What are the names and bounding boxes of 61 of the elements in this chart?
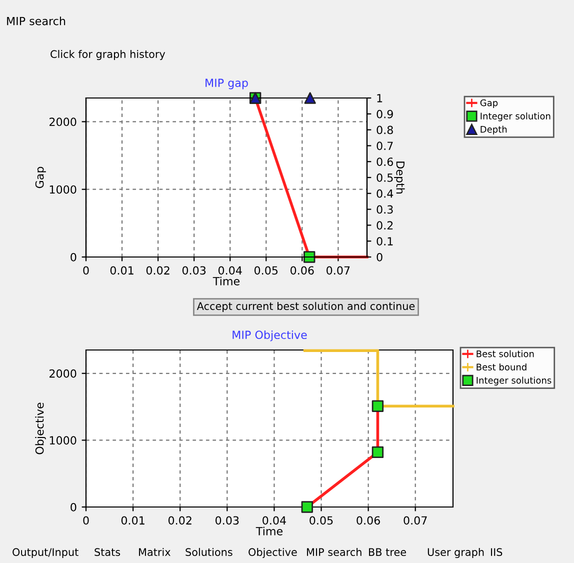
- y2-tick-label: 0.3: [376, 205, 393, 214]
- y2-tick-label: 0.2: [376, 221, 393, 230]
- x-axis-title: Time: [256, 526, 282, 536]
- y2-tick-label: 0.7: [376, 142, 393, 150]
- y2-tick-label: 0.9: [376, 110, 393, 118]
- y2-tick-label: 1: [377, 94, 382, 102]
- x-tick-label: 0.07: [326, 266, 350, 275]
- x-tick-label: 0.04: [218, 266, 242, 275]
- x-tick-label: 0.05: [254, 266, 278, 275]
- legend-label: Gap: [480, 99, 498, 108]
- chart-title: MIP gap: [206, 78, 248, 90]
- y-tick-label: 2000: [50, 369, 76, 378]
- point: [301, 501, 313, 513]
- x-tick-label: 0.01: [110, 266, 134, 275]
- y-axis-title: Gap: [35, 166, 46, 188]
- x-tick-label: 0.02: [168, 516, 192, 525]
- chart-title: MIP Objective: [232, 330, 307, 342]
- x-tick-label: 0: [83, 516, 89, 525]
- text: Click for graph history: [50, 50, 166, 60]
- y2-tick-label: 0: [376, 252, 382, 262]
- y-tick-label: 0: [70, 502, 76, 512]
- text: User graph: [428, 548, 484, 558]
- x-tick-label: 0.06: [290, 266, 314, 275]
- y2-tick-label: 0.8: [376, 126, 393, 134]
- legend-label: Best solution: [476, 350, 534, 358]
- x-tick-label: 0.01: [121, 516, 144, 525]
- text: IIS: [491, 548, 502, 556]
- text: BB tree: [369, 548, 406, 556]
- text: Output/Input: [12, 548, 78, 558]
- x-axis-title: Time: [212, 276, 240, 286]
- y2-tick-label: 0.4: [376, 189, 394, 198]
- text: MIP search: [7, 16, 66, 26]
- x-tick-label: 0: [83, 266, 89, 275]
- y-tick-label: 2000: [50, 118, 76, 126]
- legend-label: Integer solutions: [476, 376, 552, 386]
- text: Matrix: [139, 548, 170, 556]
- y-tick-label: 1000: [50, 436, 76, 445]
- legend-label: Best bound: [476, 363, 526, 370]
- x-tick-label: 0.07: [404, 516, 427, 525]
- legend-label: Integer solution: [480, 112, 550, 122]
- x-tick-label: 0.05: [310, 516, 333, 525]
- text: MIP search: [307, 548, 362, 556]
- text: Solutions: [186, 548, 232, 556]
- y-tick-label: 0: [70, 252, 76, 262]
- y-tick-label: 1000: [50, 185, 76, 194]
- text: Stats: [94, 548, 120, 556]
- x-tick-label: 0.03: [216, 516, 239, 525]
- y2-tick-label: 0.5: [376, 173, 393, 182]
- x-tick-label: 0.04: [262, 516, 286, 525]
- text: Accept current best solution and continue: [196, 302, 415, 312]
- point: [372, 400, 384, 412]
- point: [372, 446, 384, 458]
- x-tick-label: 0.03: [182, 266, 206, 275]
- y2-tick-label: 0.1: [376, 237, 393, 246]
- legend-label: Depth: [480, 126, 507, 134]
- y2-axis-title: Depth: [394, 162, 405, 194]
- x-tick-label: 0.02: [146, 266, 170, 275]
- y-axis-title: Objective: [35, 402, 46, 454]
- y2-tick-label: 0.6: [376, 158, 393, 166]
- text: Objective: [248, 548, 297, 558]
- x-tick-label: 0.06: [356, 516, 380, 525]
